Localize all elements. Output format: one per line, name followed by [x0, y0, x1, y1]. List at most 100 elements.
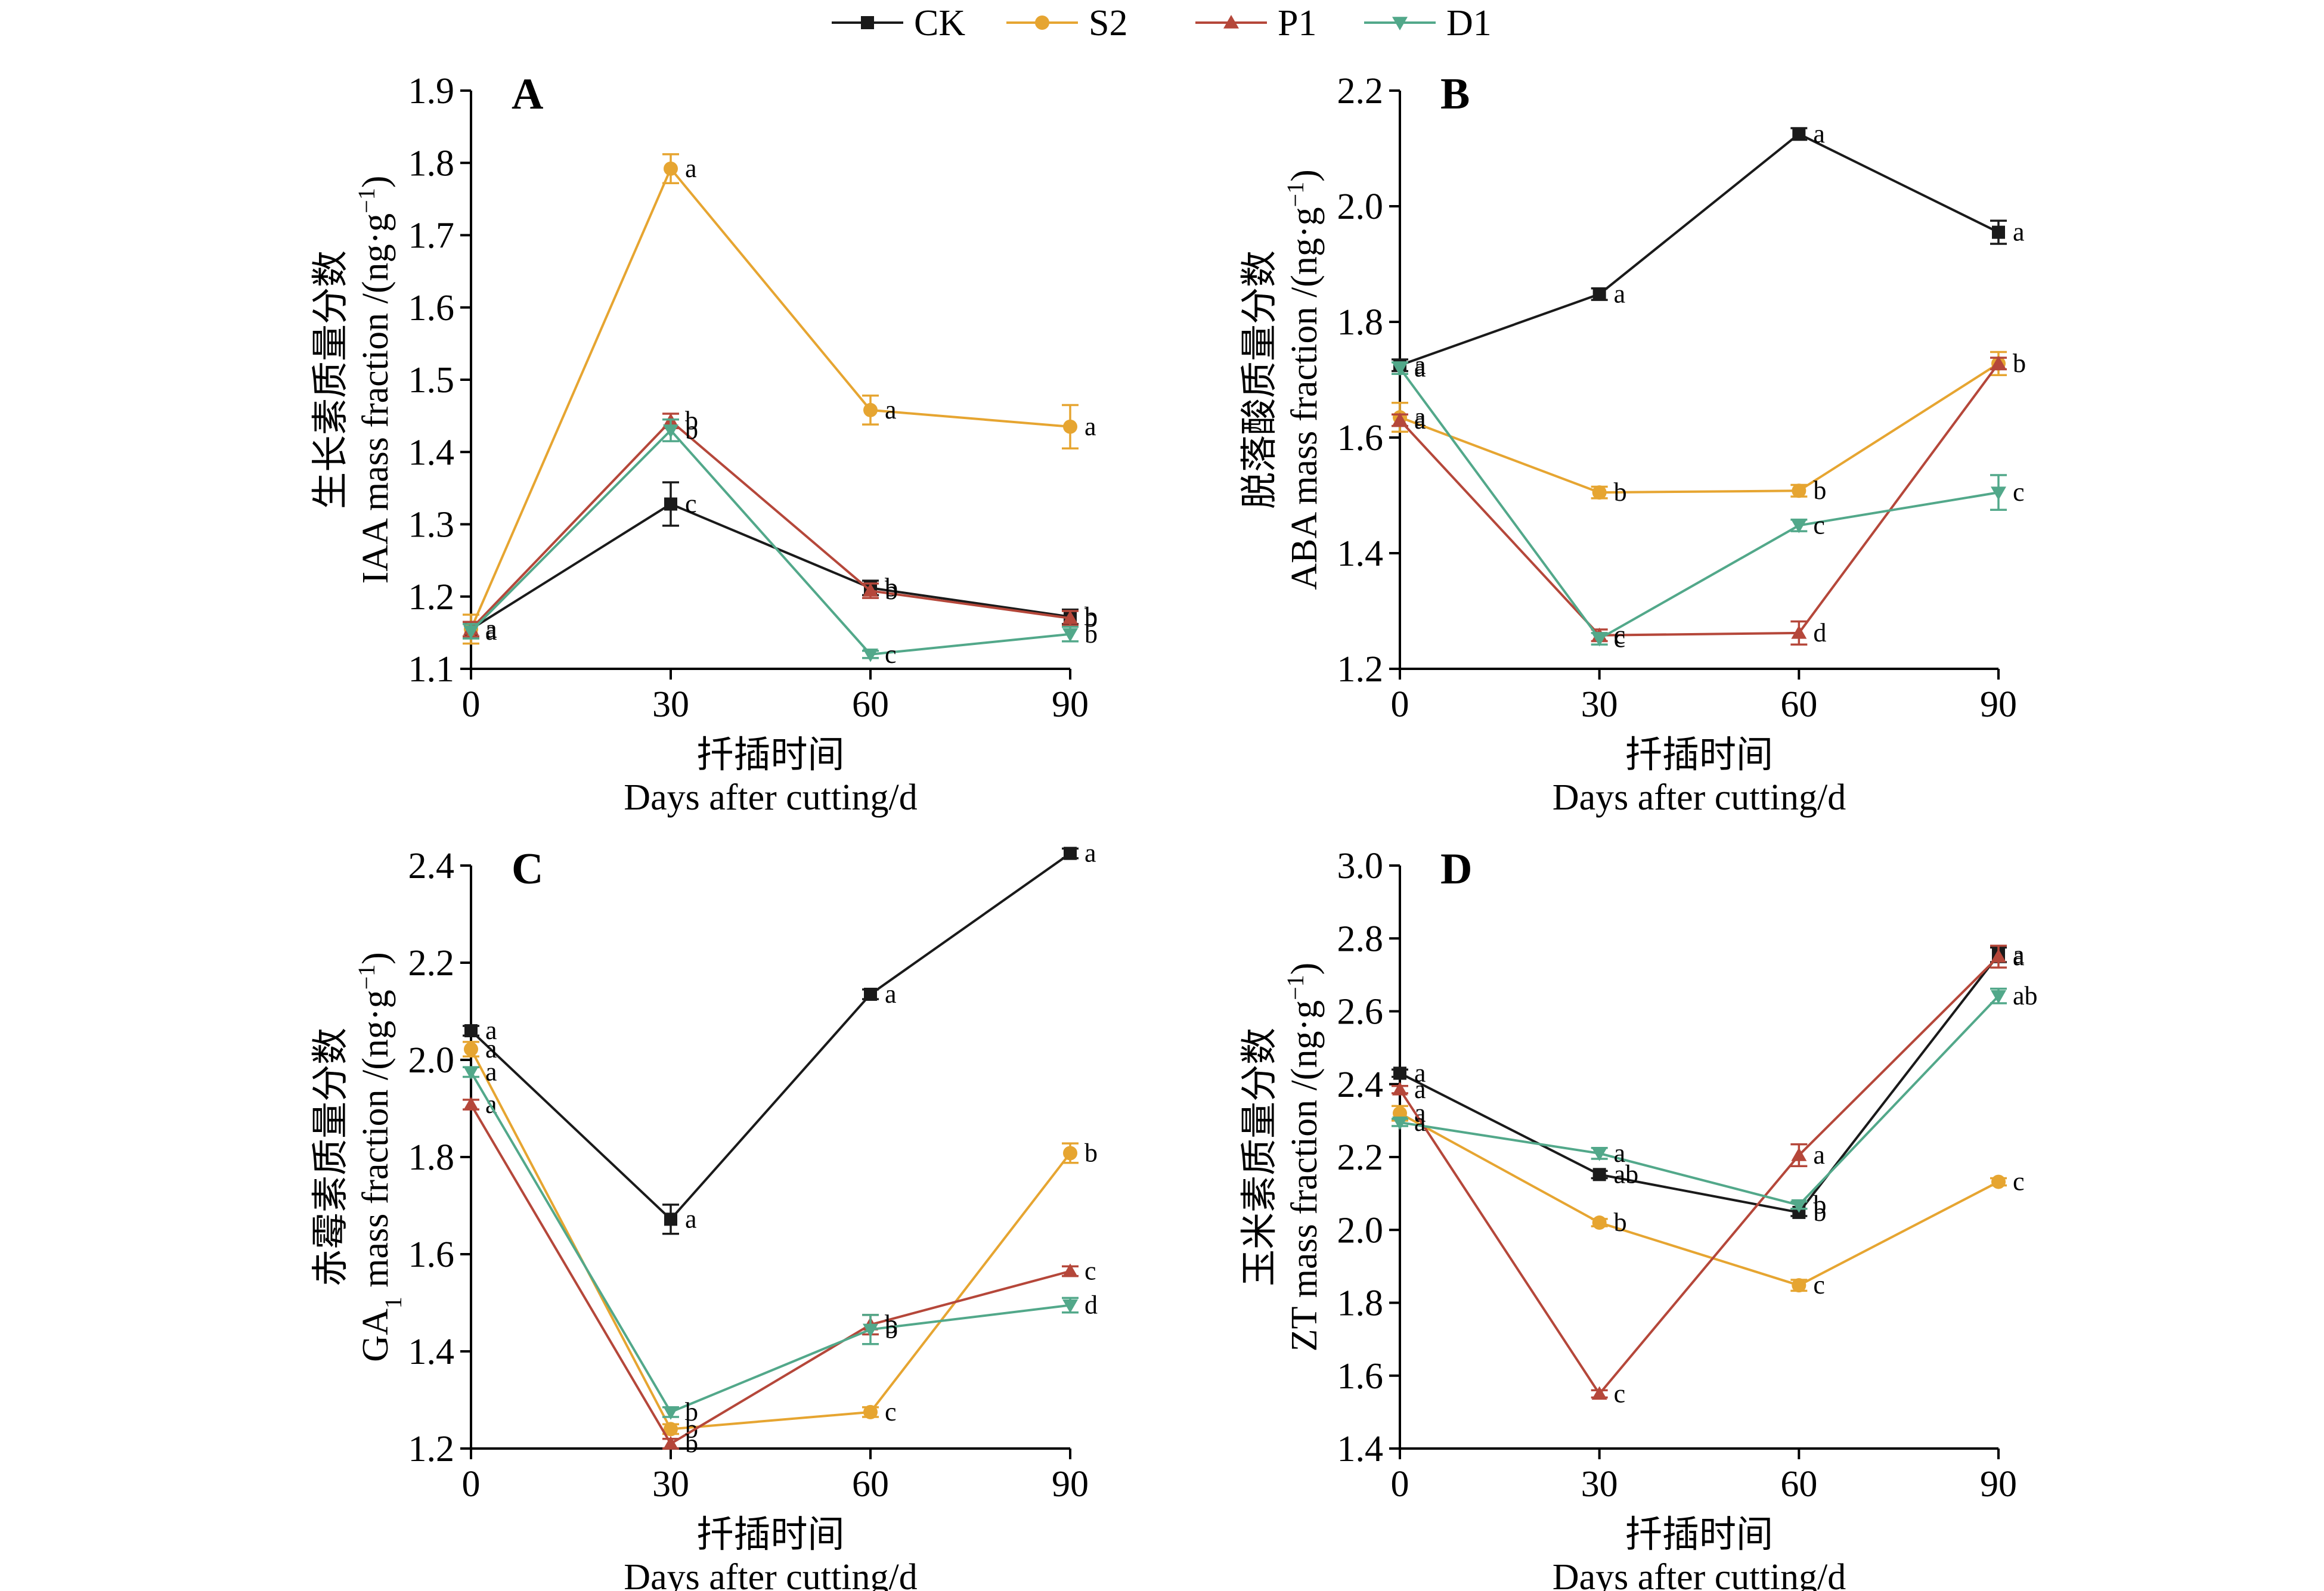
y-axis-title-part: GA	[355, 1308, 396, 1362]
significance-label: a	[485, 614, 497, 643]
series-line-p1	[1399, 362, 2000, 637]
x-tick-label: 0	[1391, 1464, 1409, 1505]
y-axis-title-cn: 赤霉素质量分数	[311, 1028, 351, 1286]
x-tick-label: 60	[1780, 1464, 1817, 1505]
x-tick-label: 30	[652, 1464, 689, 1505]
y-tick-label: 2.8	[1337, 919, 1384, 959]
significance-label: b	[1813, 1190, 1826, 1220]
data-point	[863, 583, 878, 597]
significance-label: ab	[2013, 981, 2038, 1010]
y-axis-title-part: ABA mass fraction /(ng·g	[1284, 207, 1325, 590]
series-s2: a b b b	[1392, 349, 2026, 507]
series-line-s2	[1399, 1112, 1999, 1287]
x-tick-label: 0	[462, 684, 481, 725]
significance-label: b	[1084, 602, 1098, 631]
series-line-ck	[1399, 132, 1999, 367]
y-tick-label: 1.6	[408, 1235, 455, 1275]
data-point	[1392, 1117, 1408, 1130]
data-point	[1592, 485, 1607, 500]
series-p1: a c d b	[1392, 349, 2026, 650]
data-point	[1591, 632, 1607, 647]
data-point	[1062, 628, 1078, 642]
significance-label: c	[1614, 624, 1626, 653]
data-point	[463, 1096, 479, 1111]
significance-label: b	[685, 1414, 698, 1443]
panel-letter-b: B	[1440, 70, 1470, 119]
y-tick-label: 1.9	[408, 71, 455, 111]
data-point	[663, 424, 678, 438]
x-axis-title-en: Days after cutting/d	[1553, 777, 1846, 818]
y-axis-title-en: ZT mass fraction /(ng·g−1)	[1282, 963, 1325, 1352]
x-tick-label: 30	[1581, 1464, 1618, 1505]
y-tick-label: 1.2	[408, 577, 455, 618]
legend-entry-d1: D1	[1364, 3, 1492, 44]
significance-label: a	[2013, 942, 2025, 971]
data-point	[1792, 1278, 1806, 1293]
x-axis-title-cn: 扦插时间	[696, 1515, 844, 1555]
x-tick-label: 60	[852, 684, 889, 725]
series-line-ck	[470, 503, 1071, 631]
y-tick-label: 2.0	[1337, 187, 1384, 227]
series-line-s2	[1399, 362, 2000, 494]
significance-label: a	[1414, 351, 1426, 380]
significance-label: b	[1084, 619, 1098, 649]
significance-label: a	[1414, 402, 1426, 432]
significance-label: a	[1084, 839, 1096, 868]
series-line-ck	[1399, 954, 2000, 1214]
series-line-d1	[1399, 995, 2000, 1207]
significance-label: b	[685, 406, 698, 435]
significance-label: a	[1084, 412, 1096, 441]
y-tick-label: 1.7	[408, 216, 455, 256]
data-point	[664, 497, 677, 511]
series-line-s2	[470, 166, 1071, 630]
significance-label: b	[885, 576, 898, 605]
data-point	[1592, 1168, 1606, 1181]
significance-label: ab	[1614, 1159, 1639, 1189]
x-axis-title-en: Days after cutting/d	[624, 1557, 917, 1591]
panel-letter-a: A	[512, 70, 543, 119]
legend-marker-d1	[1392, 17, 1408, 30]
significance-label: b	[685, 1397, 698, 1426]
series-p1: a b b b	[463, 406, 1098, 643]
significance-label: a	[1813, 119, 1825, 148]
significance-label: b	[2013, 349, 2026, 378]
significance-label: b	[685, 1429, 698, 1458]
x-axis-title-cn: 扦插时间	[696, 735, 844, 776]
significance-label: a	[485, 616, 497, 646]
data-point	[1791, 1147, 1807, 1161]
y-tick-label: 1.4	[1337, 534, 1384, 574]
x-axis-title-en: Days after cutting/d	[1553, 1557, 1846, 1591]
significance-label: a	[685, 154, 697, 183]
data-point	[1063, 1146, 1077, 1161]
significance-label: b	[1614, 1208, 1627, 1237]
panels: 1.11.21.31.41.51.61.71.81.90 30 60 90A扦插时间D…	[311, 70, 2038, 1591]
data-point	[1392, 412, 1408, 426]
data-point	[463, 1066, 479, 1080]
y-tick-label: 2.4	[1337, 1065, 1384, 1105]
significance-label: c	[1813, 1270, 1825, 1300]
y-tick-label: 1.6	[1337, 418, 1384, 458]
data-point	[464, 1024, 478, 1038]
series-ck: a c b b	[463, 481, 1098, 643]
significance-label: b	[1813, 1198, 1826, 1227]
significance-label: a	[485, 1057, 497, 1086]
data-point	[1063, 419, 1077, 434]
significance-label: a	[1614, 1139, 1626, 1168]
significance-label: a	[1414, 1108, 1426, 1137]
data-point	[1792, 483, 1806, 498]
y-tick-label: 1.8	[408, 143, 455, 184]
data-point	[1991, 1174, 2006, 1189]
series-line-p1	[470, 1103, 1071, 1446]
data-point	[664, 1212, 677, 1226]
significance-label: b	[2013, 349, 2026, 378]
data-point	[664, 1422, 678, 1437]
significance-label: a	[2013, 218, 2025, 247]
y-axis-title-cn: 脱落酸质量分数	[1240, 250, 1280, 509]
panel-letter-c: C	[512, 845, 543, 894]
significance-label: c	[1813, 510, 1825, 539]
y-axis-title-en: IAA mass fraction /(ng·g−1)	[353, 176, 396, 584]
data-point	[1592, 1215, 1607, 1230]
